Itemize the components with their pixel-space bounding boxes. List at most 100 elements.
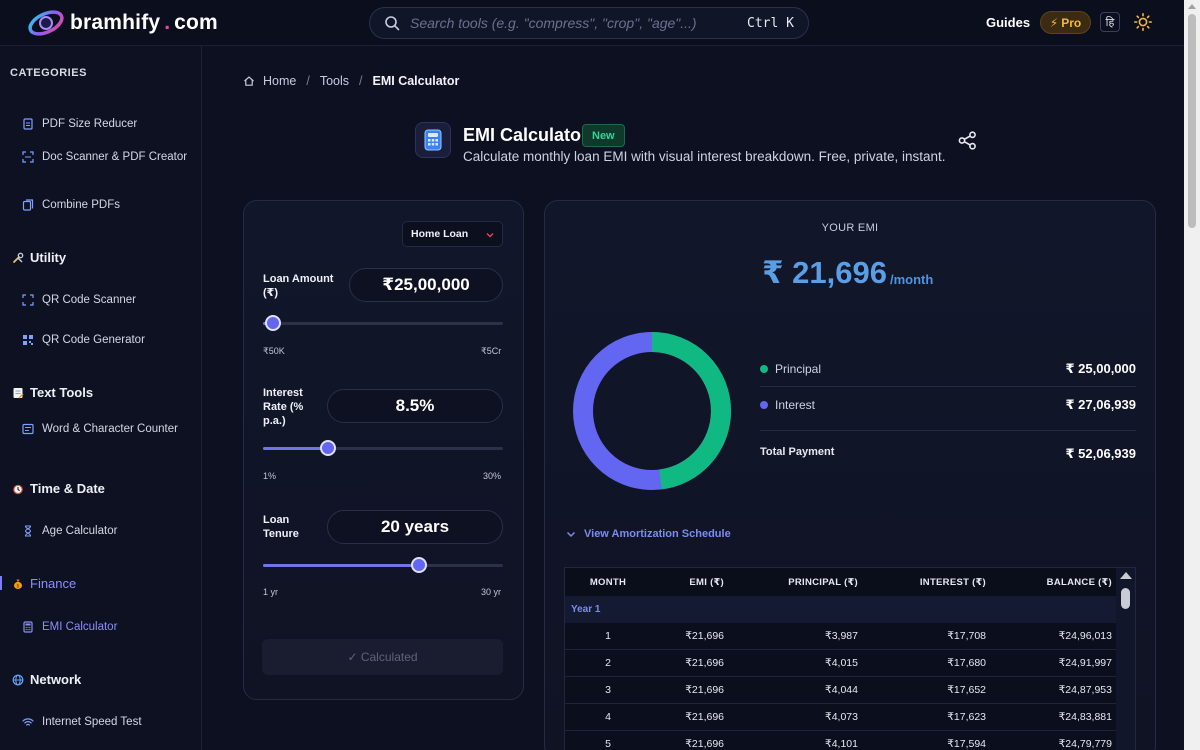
table-row: 5 ₹21,696 ₹4,101 ₹17,594 ₹24,79,779 bbox=[565, 731, 1118, 750]
sidebar-item-emi-calculator[interactable]: EMI Calculator bbox=[22, 620, 192, 634]
interest-amount: ₹ 27,06,939 bbox=[1065, 397, 1137, 412]
share-icon[interactable] bbox=[958, 131, 977, 150]
breadcrumb-separator: / bbox=[359, 74, 363, 88]
cell-month: 2 bbox=[605, 657, 611, 669]
total-payment-row: Total Payment ₹ 52,06,939 bbox=[760, 446, 1136, 462]
sidebar-item-qr-scanner[interactable]: QR Code Scanner bbox=[22, 293, 192, 307]
cell-month: 3 bbox=[605, 684, 611, 696]
cell-balance: ₹24,83,881 bbox=[1058, 711, 1112, 723]
breadcrumb-tools[interactable]: Tools bbox=[319, 74, 350, 88]
header-interest: INTEREST (₹) bbox=[919, 576, 986, 588]
cell-principal: ₹4,015 bbox=[825, 657, 858, 669]
cell-emi: ₹21,696 bbox=[685, 711, 724, 723]
table-scrollbar[interactable] bbox=[1116, 568, 1135, 750]
text-icon bbox=[22, 423, 34, 435]
memo-icon bbox=[13, 387, 24, 399]
table-row: 1 ₹21,696 ₹3,987 ₹17,708 ₹24,96,013 bbox=[565, 623, 1118, 650]
cell-month: 4 bbox=[605, 711, 611, 723]
loan-tenure-input[interactable]: 20 years bbox=[327, 510, 503, 544]
sidebar-item-label: Word & Character Counter bbox=[42, 423, 178, 435]
sidebar-group-utility[interactable]: Utility bbox=[12, 250, 66, 265]
cell-principal: ₹4,073 bbox=[825, 711, 858, 723]
sidebar-group-text-tools[interactable]: Text Tools bbox=[12, 385, 93, 400]
guides-link[interactable]: Guides bbox=[986, 15, 1031, 30]
categories-heading: CATEGORIES bbox=[10, 67, 87, 79]
loan-tenure-label: Loan Tenure bbox=[263, 514, 299, 540]
header-month: MONTH bbox=[589, 576, 627, 588]
interest-rate-input[interactable]: 8.5% bbox=[327, 389, 503, 423]
principal-arc bbox=[573, 332, 731, 490]
sidebar-group-network[interactable]: Network bbox=[12, 672, 81, 687]
loan-amount-input[interactable]: ₹25,00,000 bbox=[349, 268, 503, 302]
lightning-icon: ⚡ bbox=[1049, 15, 1059, 30]
interest-rate-thumb[interactable] bbox=[319, 440, 336, 456]
loan-tenure-thumb[interactable] bbox=[411, 557, 427, 573]
loan-amount-thumb[interactable] bbox=[264, 315, 281, 331]
scroll-thumb[interactable] bbox=[1121, 588, 1130, 609]
interest-rate-min: 1% bbox=[263, 471, 277, 481]
sidebar-item-label: Age Calculator bbox=[42, 525, 118, 537]
sidebar-item-speed-test[interactable]: Internet Speed Test bbox=[22, 715, 192, 729]
page-scrollbar[interactable] bbox=[1184, 0, 1200, 750]
amortization-toggle[interactable]: View Amortization Schedule bbox=[566, 528, 731, 540]
cell-interest: ₹17,652 bbox=[947, 684, 986, 696]
divider bbox=[760, 386, 1136, 387]
total-payment-amount: ₹ 52,06,939 bbox=[1065, 446, 1137, 461]
breadcrumb-home[interactable]: Home bbox=[263, 74, 297, 88]
emi-period: /month bbox=[890, 272, 934, 287]
sidebar-group-label: Network bbox=[30, 672, 82, 687]
sidebar-item-qr-generator[interactable]: QR Code Generator bbox=[22, 333, 192, 347]
cell-principal: ₹4,044 bbox=[825, 684, 858, 696]
brand-tld: com bbox=[174, 11, 218, 34]
new-badge: New bbox=[582, 124, 625, 147]
search-shortcut: Ctrl K bbox=[747, 15, 794, 31]
loan-tenure-slider[interactable] bbox=[263, 557, 503, 573]
cell-principal: ₹3,987 bbox=[825, 630, 858, 642]
scroll-thumb[interactable] bbox=[1188, 14, 1196, 228]
document-icon bbox=[23, 118, 33, 130]
header-principal: PRINCIPAL (₹) bbox=[788, 576, 858, 588]
interest-label: Interest bbox=[775, 398, 816, 412]
sidebar-group-label: Finance bbox=[30, 576, 77, 591]
sidebar-item-label: QR Code Scanner bbox=[42, 294, 136, 306]
cell-emi: ₹21,696 bbox=[685, 657, 724, 669]
sidebar-item-label: Doc Scanner & PDF Creator bbox=[42, 151, 188, 163]
search-icon bbox=[385, 16, 400, 31]
cell-emi: ₹21,696 bbox=[685, 630, 724, 642]
svg-text:$: $ bbox=[16, 583, 19, 589]
sidebar-item-word-counter[interactable]: Word & Character Counter bbox=[22, 422, 192, 436]
sidebar-item-label: EMI Calculator bbox=[42, 621, 118, 633]
brand-logo[interactable]: bramhify. com bbox=[26, 8, 218, 38]
pro-label: Pro bbox=[1061, 15, 1082, 30]
search-bar[interactable]: Search tools (e.g. "compress", "crop", "… bbox=[369, 7, 809, 39]
sidebar-item-label: Combine PDFs bbox=[42, 199, 120, 211]
brand-name: bramhify bbox=[70, 11, 161, 34]
legend-interest: Interest ₹ 27,06,939 bbox=[760, 397, 1136, 413]
files-icon bbox=[22, 199, 34, 211]
loan-type-select[interactable]: Home Loan bbox=[402, 221, 503, 247]
sidebar-item-age-calculator[interactable]: Age Calculator bbox=[22, 524, 192, 538]
cell-emi: ₹21,696 bbox=[685, 738, 724, 750]
sidebar-group-finance[interactable]: $ Finance bbox=[12, 576, 76, 591]
loan-amount-max: ₹5Cr bbox=[481, 346, 502, 356]
interest-rate-slider[interactable] bbox=[263, 440, 503, 456]
interest-rate-max: 30% bbox=[483, 471, 502, 481]
scroll-up-arrow[interactable] bbox=[1188, 4, 1196, 9]
sun-icon[interactable] bbox=[1134, 13, 1152, 31]
sidebar-item-pdf-size-reducer[interactable]: PDF Size Reducer bbox=[22, 117, 192, 131]
sidebar-item-combine-pdfs[interactable]: Combine PDFs bbox=[22, 198, 192, 212]
language-toggle[interactable]: हि bbox=[1100, 12, 1120, 32]
loan-amount-slider[interactable] bbox=[263, 315, 503, 331]
emi-amount: ₹ 21,696 bbox=[762, 255, 887, 290]
alarm-clock-icon bbox=[13, 484, 23, 494]
search-input[interactable]: Search tools (e.g. "compress", "crop", "… bbox=[410, 15, 697, 31]
pro-button[interactable]: ⚡ Pro bbox=[1040, 11, 1091, 34]
sidebar-group-time-date[interactable]: Time & Date bbox=[12, 481, 105, 496]
cell-balance: ₹24,79,779 bbox=[1058, 738, 1112, 750]
sidebar-item-doc-scanner[interactable]: Doc Scanner & PDF Creator bbox=[22, 150, 192, 164]
calculate-button[interactable]: ✓ Calculated bbox=[262, 639, 503, 675]
loan-tenure-min: 1 yr bbox=[263, 587, 279, 597]
principal-label: Principal bbox=[775, 362, 822, 376]
scroll-up-arrow[interactable] bbox=[1120, 572, 1132, 579]
logo-icon bbox=[28, 10, 64, 36]
